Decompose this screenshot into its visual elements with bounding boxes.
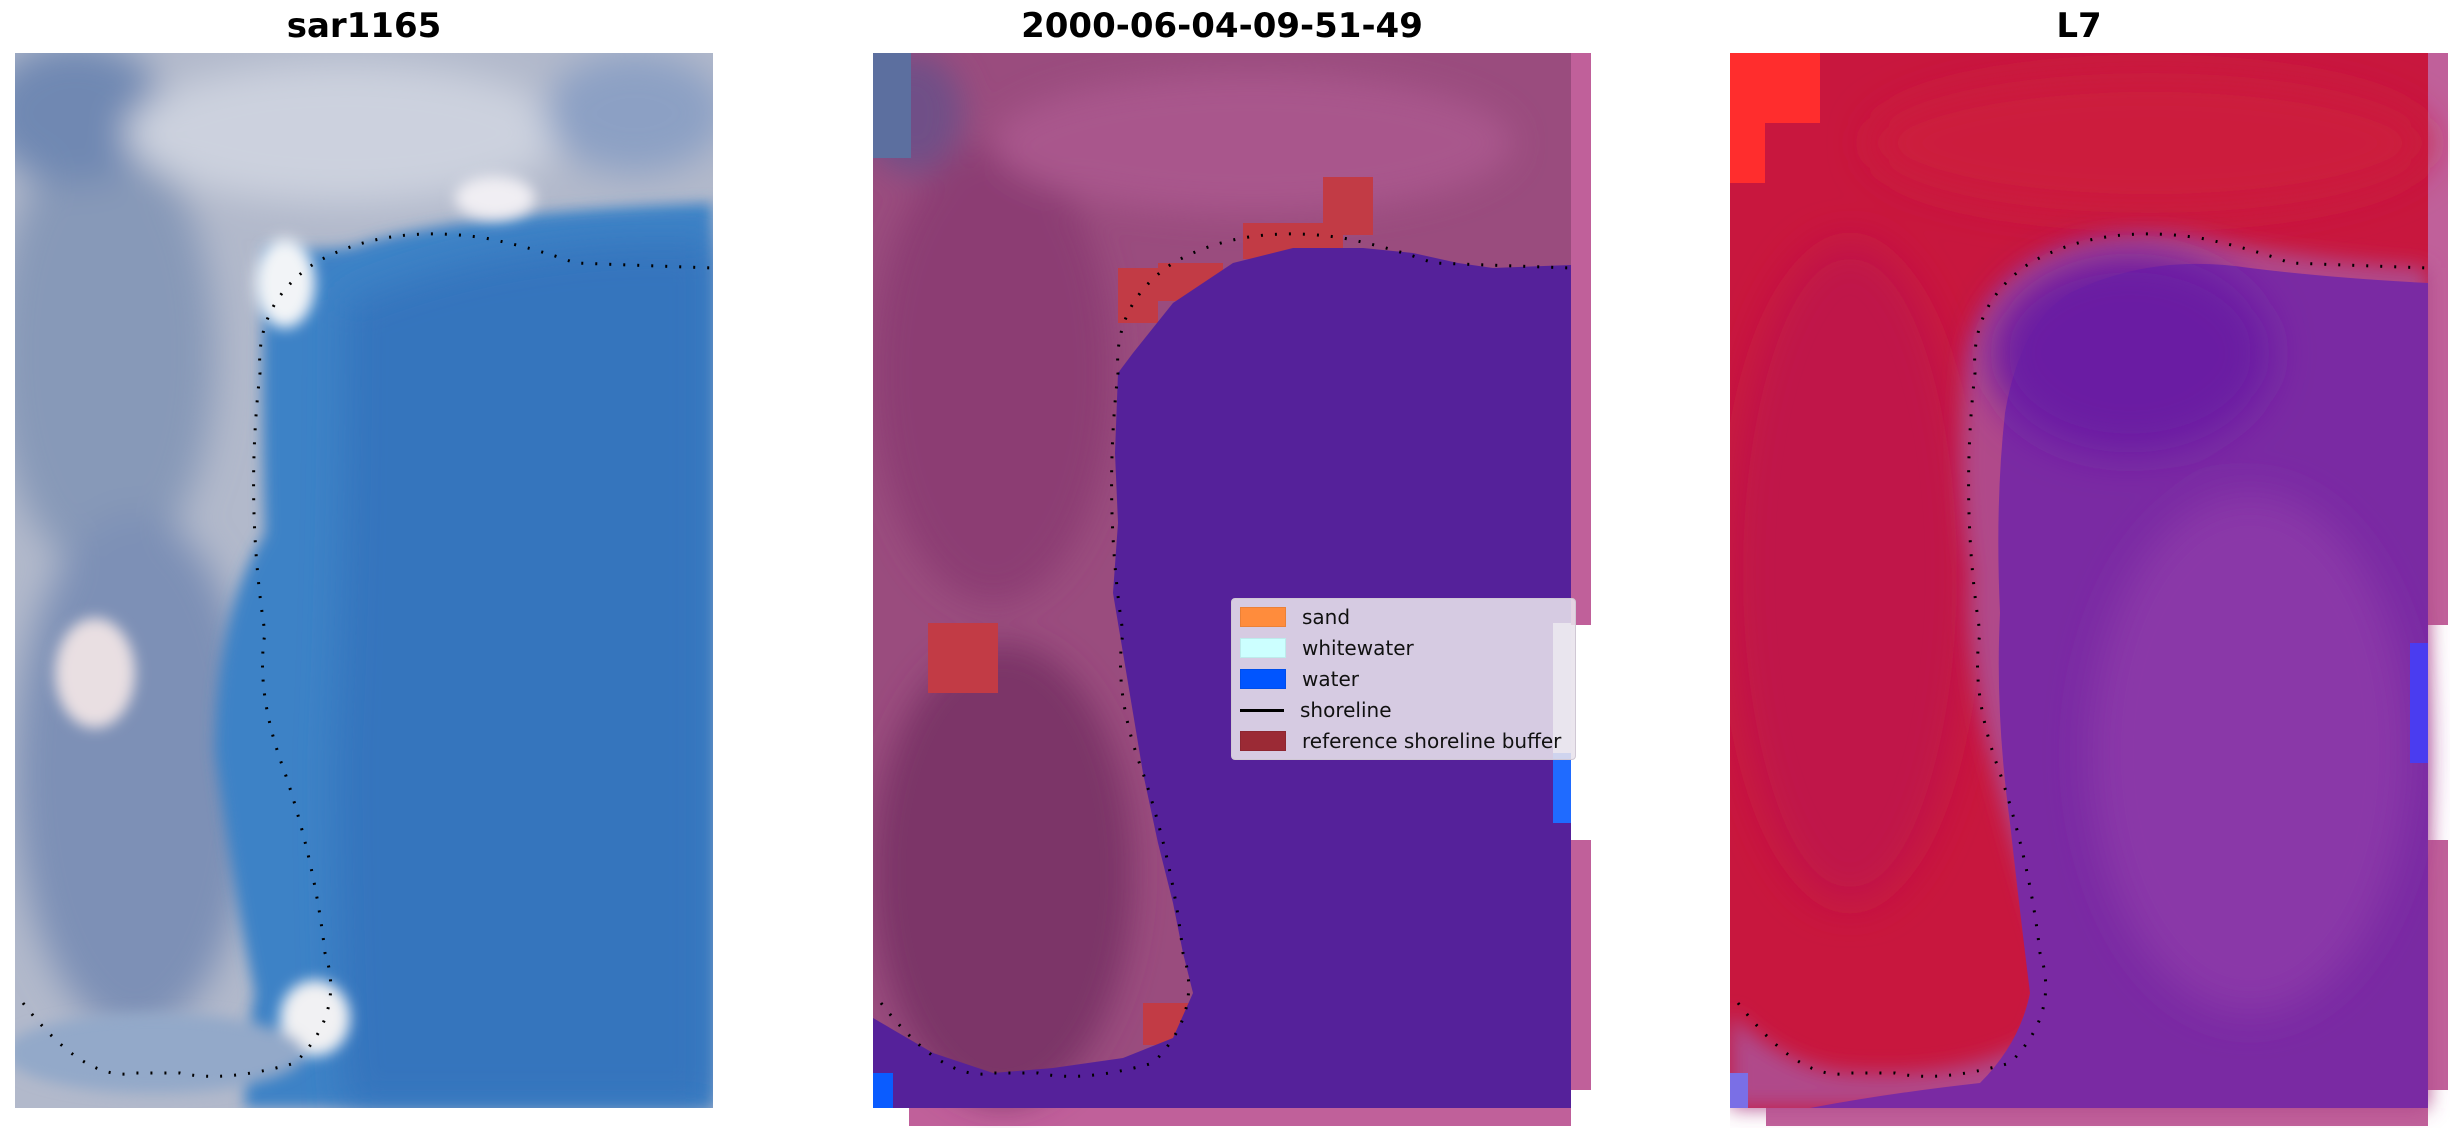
legend-item-shoreline: shoreline (1240, 697, 1392, 723)
sand-swatch (1240, 607, 1286, 627)
legend-label: sand (1302, 605, 1351, 629)
legend-item-reference-buffer: reference shoreline buffer (1240, 728, 1561, 754)
rgb-satellite-image (15, 53, 713, 1108)
reference-buffer-swatch (1240, 731, 1286, 751)
water-swatch (1240, 669, 1286, 689)
shoreline-line-sample (1240, 708, 1284, 712)
legend-item-water: water (1240, 666, 1359, 692)
panel-title-rgb: sar1165 (286, 6, 442, 46)
legend-label: shoreline (1300, 698, 1392, 722)
panel-title-ndwi: L7 (2056, 6, 2102, 46)
legend-label: whitewater (1302, 636, 1414, 660)
panel-title-classified: 2000-06-04-09-51-49 (1021, 6, 1423, 46)
legend-label: water (1302, 667, 1359, 691)
whitewater-swatch (1240, 638, 1286, 658)
classified-image (873, 53, 1591, 1126)
legend-item-sand: sand (1240, 604, 1350, 630)
l7-index-image (1730, 53, 2448, 1126)
legend-item-whitewater: whitewater (1240, 635, 1414, 661)
legend: sand whitewater water shoreline referenc… (1231, 598, 1576, 760)
legend-label: reference shoreline buffer (1302, 729, 1562, 753)
